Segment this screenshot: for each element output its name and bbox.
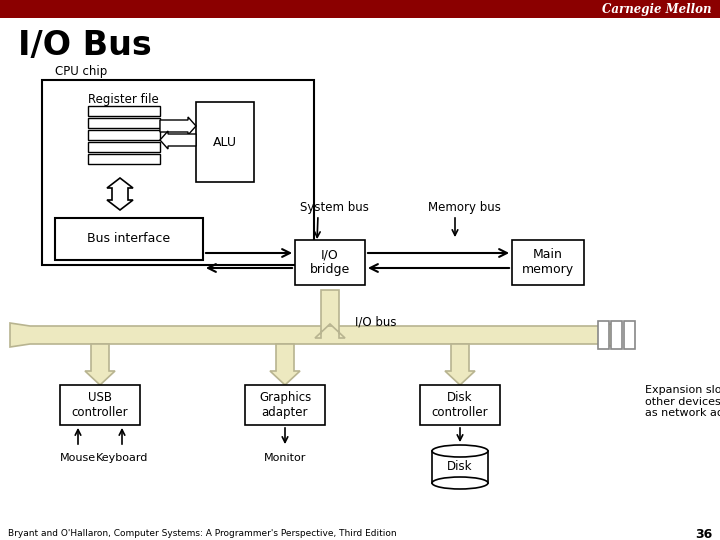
Text: Disk
controller: Disk controller [432,391,488,419]
Text: Expansion slots for
other devices such
as network adapters.: Expansion slots for other devices such a… [645,385,720,418]
Bar [55,218,203,260]
Text: Mouse: Mouse [60,453,96,463]
Text: Monitor: Monitor [264,453,306,463]
Bar [611,321,622,349]
Polygon shape [445,344,475,385]
Text: Register file: Register file [88,93,158,106]
Text: System bus: System bus [300,201,369,214]
Bar [512,240,584,285]
Text: Main
memory: Main memory [522,248,574,276]
Text: I/O Bus: I/O Bus [18,30,152,63]
Bar [88,142,160,152]
Bar [245,385,325,425]
Text: I/O bus: I/O bus [355,315,397,328]
Bar [60,385,140,425]
Text: CPU chip: CPU chip [55,65,107,78]
Text: Graphics
adapter: Graphics adapter [259,391,311,419]
Text: 36: 36 [695,528,712,540]
Bar [624,321,635,349]
Bar [598,321,609,349]
Ellipse shape [432,477,488,489]
Text: Carnegie Mellon: Carnegie Mellon [603,3,712,16]
Text: Keyboard: Keyboard [96,453,148,463]
Text: I/O
bridge: I/O bridge [310,248,350,276]
Text: Memory bus: Memory bus [428,201,501,214]
Bar [420,385,500,425]
Ellipse shape [432,445,488,457]
Bar [88,106,160,116]
Polygon shape [160,131,196,149]
Bar [88,130,160,140]
Text: Bryant and O'Hallaron, Computer Systems: A Programmer's Perspective, Third Editi: Bryant and O'Hallaron, Computer Systems:… [8,530,397,538]
Text: ALU: ALU [213,136,237,148]
Bar [196,102,254,182]
Text: USB
controller: USB controller [72,391,128,419]
Polygon shape [315,290,345,338]
Polygon shape [107,178,133,210]
Polygon shape [270,344,300,385]
Bar [88,118,160,128]
Polygon shape [10,323,618,347]
Text: Bus interface: Bus interface [87,233,171,246]
Bar [0,0,720,18]
Bar [88,154,160,164]
Bar [295,240,365,285]
Polygon shape [85,344,115,385]
Text: Disk: Disk [447,461,473,474]
Polygon shape [160,117,196,135]
Bar [42,80,314,265]
Bar [432,451,488,483]
